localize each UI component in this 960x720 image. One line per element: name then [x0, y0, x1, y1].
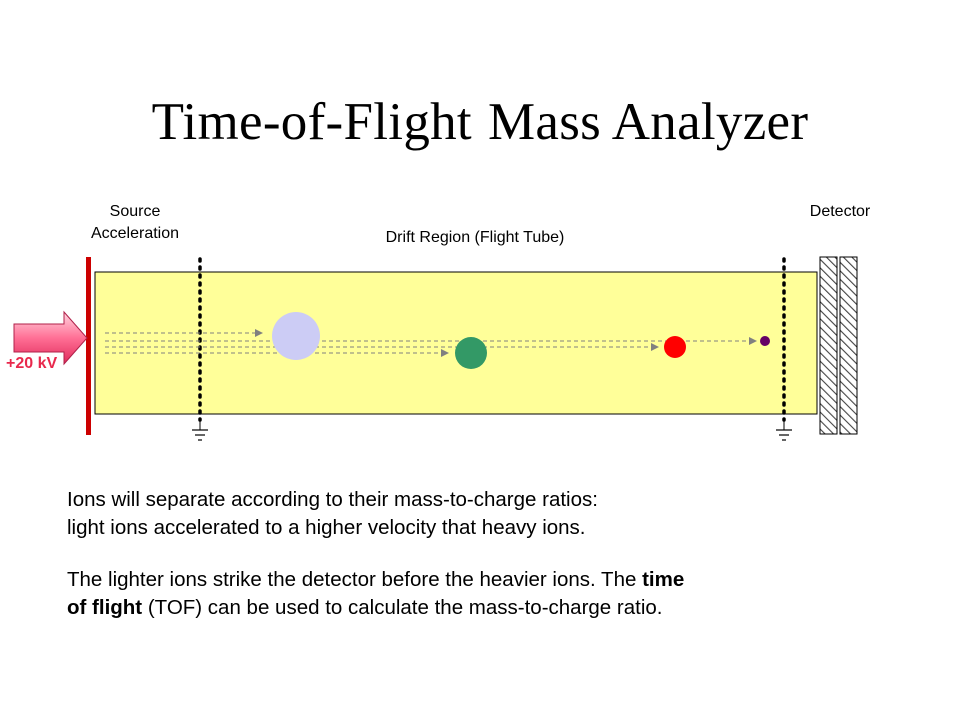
- detector-plate-1: [819, 256, 838, 435]
- flight-tube: [94, 271, 818, 415]
- p2-text-b: (TOF) can be used to calculate the mass-…: [142, 596, 663, 619]
- detector-label: Detector: [809, 203, 871, 220]
- explanation-paragraph-1: Ions will separate according to their ma…: [67, 486, 907, 542]
- p1-line-2: light ions accelerated to a higher veloc…: [67, 516, 586, 539]
- p2-bold-time: time: [642, 568, 685, 591]
- ground-icon: [776, 429, 792, 441]
- acceleration-plate: [86, 257, 91, 435]
- ion-heavy: [272, 312, 320, 360]
- source-label-line-1: Source: [109, 203, 161, 220]
- title-part-2: Mass Analyzer: [487, 93, 809, 151]
- ion-medium: [455, 337, 487, 369]
- ion-lightest: [760, 336, 770, 346]
- explanation-paragraph-2: The lighter ions strike the detector bef…: [67, 566, 907, 622]
- drift-region-label: Drift Region (Flight Tube): [385, 229, 565, 246]
- p2-text-a: The lighter ions strike the detector bef…: [67, 568, 643, 591]
- acceleration-arrow-icon: [13, 310, 88, 366]
- ion-trajectories: [105, 329, 757, 357]
- voltage-label: +20 kV: [6, 355, 58, 372]
- source-label-line-2: Acceleration: [90, 225, 180, 242]
- p1-line-1: Ions will separate according to their ma…: [67, 488, 598, 511]
- title-part-1: Time-of-Flight: [151, 93, 472, 151]
- ground-icon: [192, 429, 208, 441]
- ion-light: [664, 336, 686, 358]
- slide-title: Time-of-Flight Mass Analyzer: [0, 92, 960, 152]
- detector-plate-2: [839, 256, 858, 435]
- source-acceleration-label: Source Acceleration: [70, 201, 200, 245]
- p2-bold-of-flight: of flight: [67, 596, 143, 619]
